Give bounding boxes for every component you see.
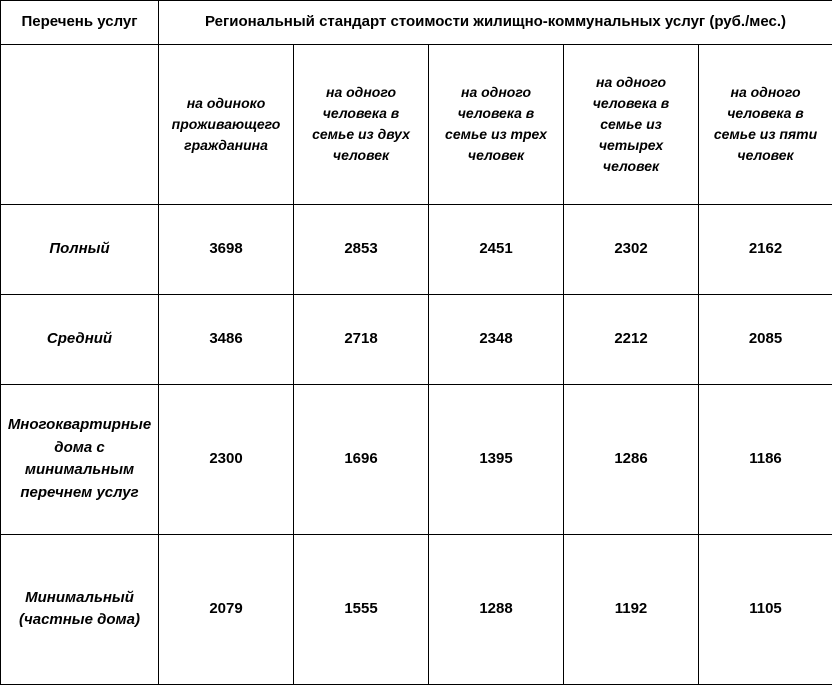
cell: 2079 [159, 534, 294, 684]
cell: 2451 [429, 204, 564, 294]
row-label: Многоквартирные дома с минимальным переч… [1, 384, 159, 534]
subheader-empty [1, 44, 159, 204]
subheader-col-2: на одного человека в семье из двух челов… [294, 44, 429, 204]
cell: 2300 [159, 384, 294, 534]
header-left: Перечень услуг [1, 1, 159, 45]
cell: 3486 [159, 294, 294, 384]
row-label: Минимальный (частные дома) [1, 534, 159, 684]
cell: 1395 [429, 384, 564, 534]
cell: 1105 [699, 534, 832, 684]
cell: 2853 [294, 204, 429, 294]
table-row: Полный 3698 2853 2451 2302 2162 [1, 204, 832, 294]
cell: 2212 [564, 294, 699, 384]
cell: 1696 [294, 384, 429, 534]
table-row: Минимальный (частные дома) 2079 1555 128… [1, 534, 832, 684]
cell: 1555 [294, 534, 429, 684]
subheader-row: на одиноко проживающего гражданина на од… [1, 44, 832, 204]
row-label: Полный [1, 204, 159, 294]
header-span: Региональный стандарт стоимости жилищно-… [159, 1, 832, 45]
subheader-col-5: на одного человека в семье из пяти челов… [699, 44, 832, 204]
table-row: Многоквартирные дома с минимальным переч… [1, 384, 832, 534]
subheader-col-1: на одиноко проживающего гражданина [159, 44, 294, 204]
cell: 2348 [429, 294, 564, 384]
cell: 2718 [294, 294, 429, 384]
cell: 1286 [564, 384, 699, 534]
cell: 2162 [699, 204, 832, 294]
subheader-col-4: на одного человека в семье из четырех че… [564, 44, 699, 204]
table-row: Средний 3486 2718 2348 2212 2085 [1, 294, 832, 384]
header-row: Перечень услуг Региональный стандарт сто… [1, 1, 832, 45]
standards-table: Перечень услуг Региональный стандарт сто… [0, 0, 832, 685]
cell: 2085 [699, 294, 832, 384]
cell: 3698 [159, 204, 294, 294]
row-label: Средний [1, 294, 159, 384]
cell: 2302 [564, 204, 699, 294]
cell: 1186 [699, 384, 832, 534]
cell: 1288 [429, 534, 564, 684]
cell: 1192 [564, 534, 699, 684]
subheader-col-3: на одного человека в семье из трех челов… [429, 44, 564, 204]
